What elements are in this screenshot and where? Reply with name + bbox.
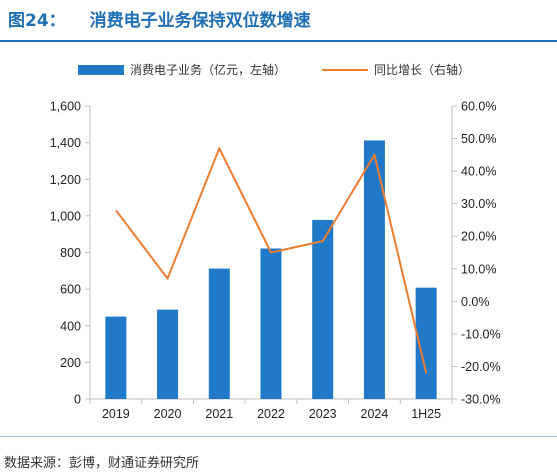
legend-item-line: 同比增长（右轴） — [322, 61, 470, 78]
left-tick-label: 200 — [60, 356, 81, 370]
right-tick-label: -10.0% — [461, 327, 501, 341]
figure-number: 图24： — [8, 11, 66, 31]
right-tick-label: 20.0% — [461, 230, 496, 244]
right-tick-label: 0.0% — [461, 295, 490, 309]
bar — [260, 248, 282, 399]
right-tick-label: 30.0% — [461, 197, 496, 211]
left-tick-label: 0 — [74, 393, 81, 407]
figure-title: 图24： 消费电子业务保持双位数增速 — [8, 6, 311, 32]
left-tick-label: 1,400 — [50, 136, 81, 150]
right-tick-label: 50.0% — [461, 132, 496, 146]
right-tick-label: 10.0% — [461, 262, 496, 276]
right-tick-label: 60.0% — [461, 100, 496, 114]
x-tick-label: 1H25 — [411, 407, 441, 420]
legend-item-bar: 消费电子业务（亿元，左轴） — [78, 61, 286, 78]
left-tick-label: 400 — [60, 319, 81, 333]
bar — [312, 219, 334, 399]
right-tick-label: 40.0% — [461, 165, 496, 179]
chart-legend: 消费电子业务（亿元，左轴） 同比增长（右轴） — [0, 61, 557, 79]
legend-line-label: 同比增长（右轴） — [374, 63, 471, 77]
legend-bar-swatch — [78, 64, 124, 75]
bar — [415, 287, 437, 399]
x-tick-label: 2021 — [205, 407, 233, 420]
legend-line-swatch — [322, 68, 368, 71]
left-tick-label: 1,600 — [50, 100, 81, 114]
bar — [105, 316, 127, 399]
bar — [157, 309, 179, 399]
x-tick-label: 2020 — [154, 407, 182, 420]
chart-area: 0 200 400 600 800 1,000 1,200 1,400 1,600 -30.0% -… — [50, 100, 501, 421]
x-tick-label: 2024 — [361, 407, 389, 420]
source-note: 数据来源：彭博，财通证券研究所 — [4, 456, 200, 471]
x-tick-label: 2022 — [257, 407, 285, 420]
page-title: 消费电子业务保持双位数增速 — [89, 11, 311, 31]
left-tick-label: 800 — [60, 246, 81, 260]
bar — [208, 268, 230, 399]
left-tick-label: 1,000 — [50, 209, 81, 223]
right-tick-label: -20.0% — [461, 360, 501, 374]
left-tick-label: 600 — [60, 283, 81, 297]
title-divider — [0, 40, 557, 42]
bar — [363, 140, 385, 400]
footer-divider — [0, 436, 557, 437]
growth-line — [115, 147, 428, 374]
x-tick-label: 2023 — [309, 407, 337, 420]
right-tick-label: -30.0% — [461, 393, 501, 407]
left-tick-label: 1,200 — [50, 173, 81, 187]
legend-bar-label: 消费电子业务（亿元，左轴） — [130, 63, 287, 77]
x-tick-label: 2019 — [102, 407, 130, 420]
